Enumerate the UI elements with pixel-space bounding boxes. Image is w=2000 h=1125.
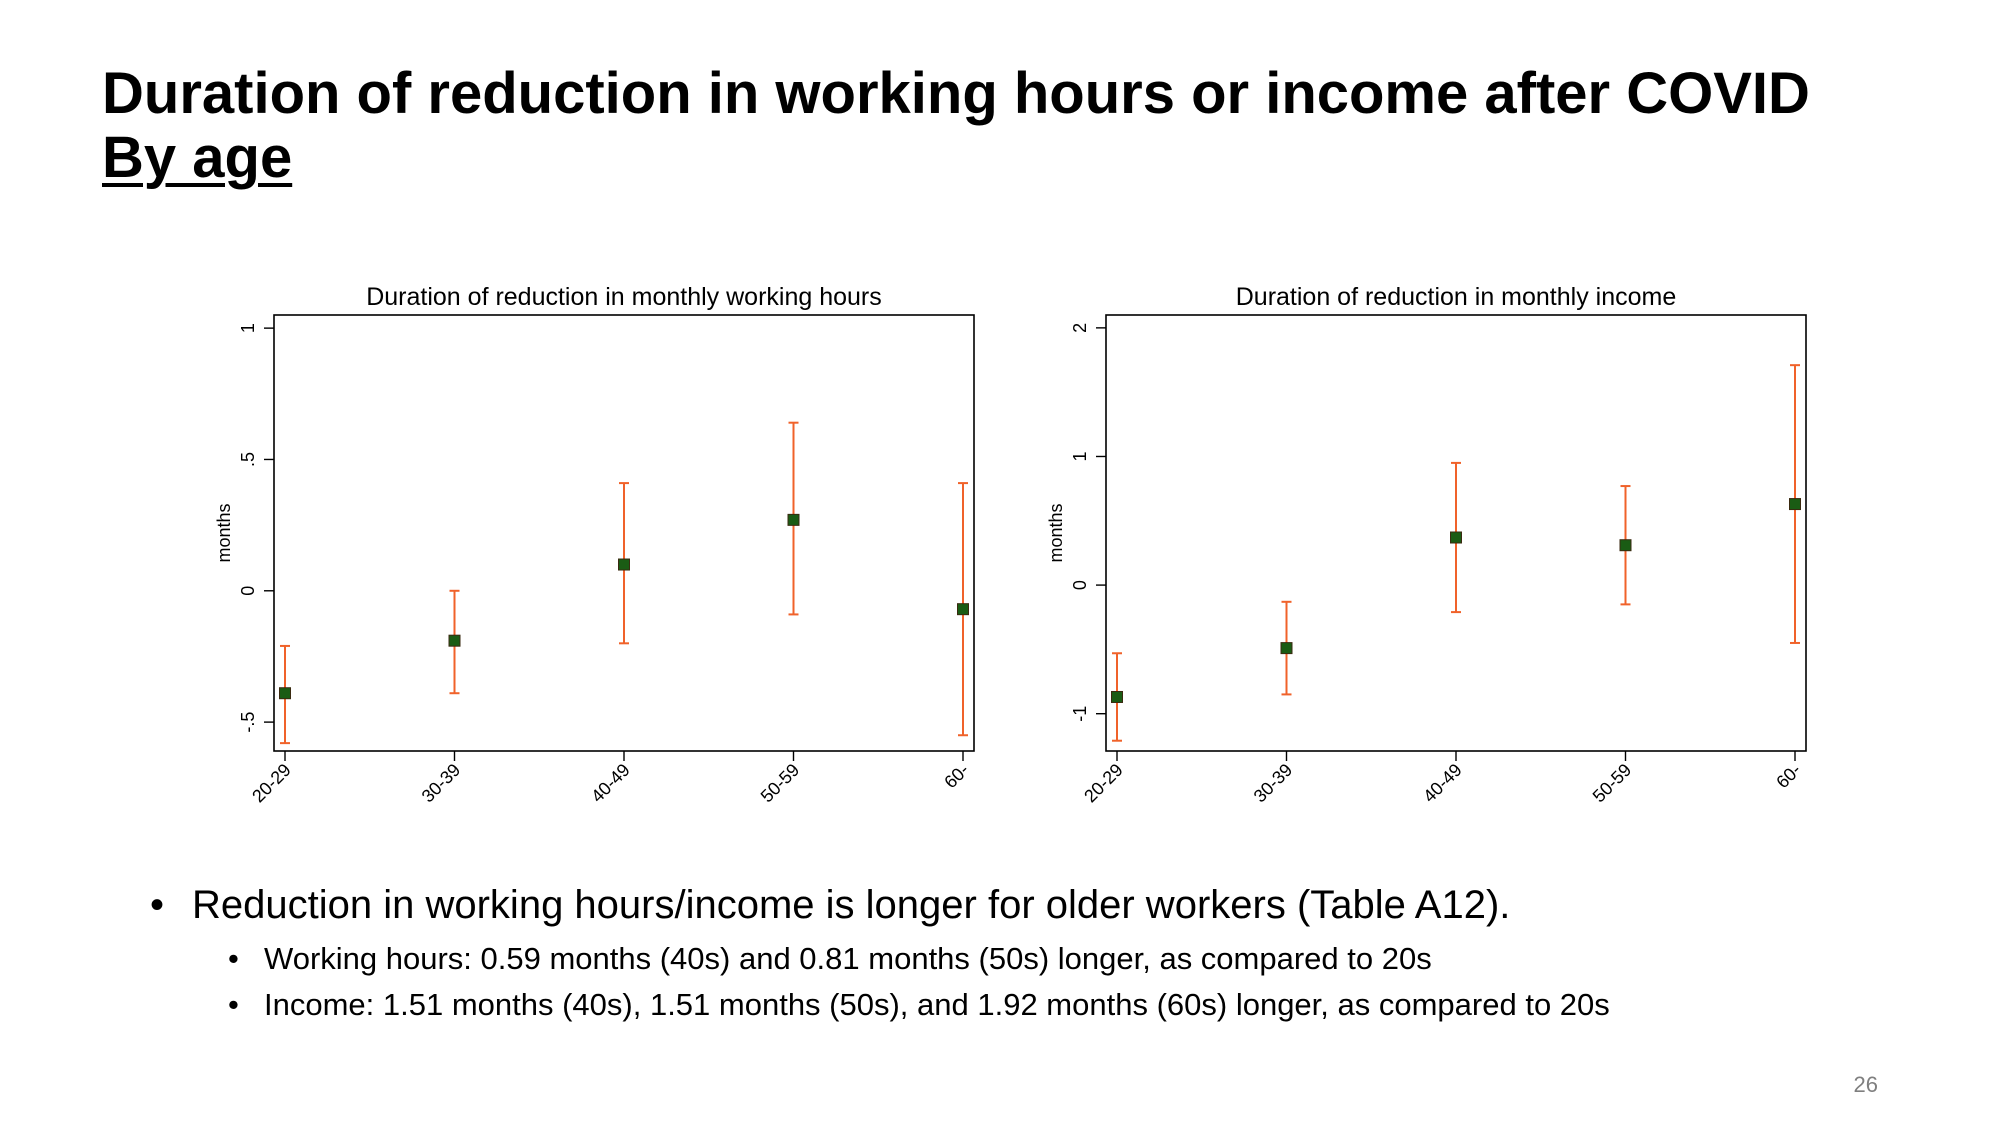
bullet-list: • Reduction in working hours/income is l… (150, 880, 1950, 1028)
y-tick-label: 0 (1070, 580, 1090, 590)
bullet-dot-icon: • (150, 883, 165, 927)
page-number: 26 (1853, 1072, 1878, 1097)
sub-bullet-text: Working hours: 0.59 months (40s) and 0.8… (264, 941, 1432, 976)
bullet-dot-icon: • (228, 941, 239, 976)
chart-working-hours: Duration of reduction in monthly working… (214, 283, 975, 807)
data-point (1111, 690, 1123, 703)
bullet-dot-icon: • (228, 987, 239, 1022)
x-tick-label: 50-59 (757, 760, 804, 807)
sub-bullet-item: • Income: 1.51 months (40s), 1.51 months… (228, 982, 1950, 1028)
x-tick-label: 60- (1772, 760, 1805, 793)
chart-title: Duration of reduction in monthly income (1236, 283, 1677, 311)
x-tick-label: 20-29 (1080, 760, 1127, 807)
sub-bullet-item: • Working hours: 0.59 months (40s) and 0… (228, 936, 1950, 982)
x-tick-label: 50-59 (1589, 760, 1636, 807)
data-point (787, 513, 800, 526)
data-point (1789, 498, 1801, 511)
y-axis-label: months (214, 503, 234, 562)
y-tick-label: 2 (1070, 323, 1090, 333)
bullet-item: • Reduction in working hours/income is l… (150, 880, 1950, 930)
y-tick-label: 1 (238, 323, 258, 333)
sub-bullet-text: Income: 1.51 months (40s), 1.51 months (… (264, 987, 1610, 1022)
data-point (1450, 531, 1462, 544)
data-point (279, 687, 291, 700)
x-tick-label: 30-39 (418, 760, 465, 807)
slide-title-line1: Duration of reduction in working hours o… (102, 61, 1810, 126)
data-point (618, 558, 630, 571)
data-point (1280, 642, 1293, 655)
sub-bullet-list: • Working hours: 0.59 months (40s) and 0… (228, 936, 1950, 1028)
x-tick-label: 40-49 (587, 760, 634, 807)
x-tick-label: 40-49 (1419, 760, 1466, 807)
bullet-text: Reduction in working hours/income is lon… (192, 883, 1511, 927)
data-point (448, 634, 461, 647)
y-axis-label: months (1046, 503, 1066, 562)
data-point (1619, 539, 1632, 552)
x-tick-label: 30-39 (1250, 760, 1297, 807)
y-tick-label: .5 (238, 452, 258, 467)
x-tick-label: 20-29 (248, 760, 295, 807)
x-tick-label: 60- (940, 760, 973, 793)
y-tick-label: -.5 (238, 712, 258, 733)
chart-income: Duration of reduction in monthly income -… (1046, 283, 1807, 807)
y-tick-label: -1 (1070, 706, 1090, 722)
y-tick-label: 0 (238, 586, 258, 596)
data-point (957, 603, 969, 616)
y-tick-label: 1 (1070, 451, 1090, 461)
chart-title: Duration of reduction in monthly working… (366, 283, 882, 311)
slide-title: Duration of reduction in working hours o… (102, 62, 1810, 190)
slide-subtitle: By age (102, 125, 293, 190)
